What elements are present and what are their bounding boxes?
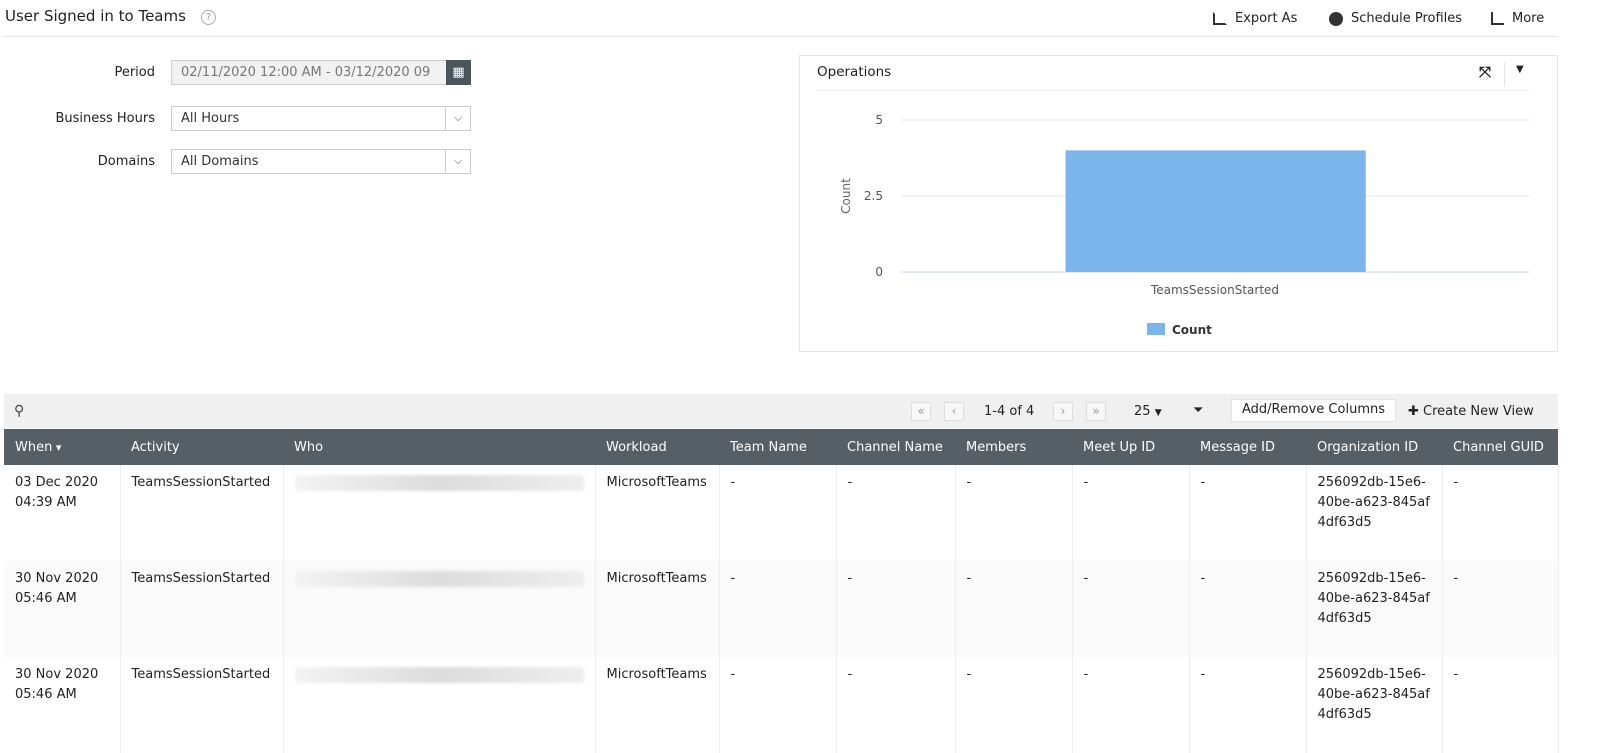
legend-swatch	[1147, 323, 1165, 335]
redacted-user	[294, 667, 584, 683]
cell-workload: MicrosoftTeams	[595, 657, 720, 753]
domains-label: Domains	[97, 154, 155, 169]
cell-guid: -	[1442, 561, 1559, 657]
column-header-meet-up-id[interactable]: Meet Up ID	[1072, 429, 1189, 465]
bar	[1065, 150, 1366, 272]
add-remove-columns-button[interactable]: Add/Remove Columns	[1231, 399, 1396, 422]
operations-chart-panel: Operations ⤧ ▼ 0 2.5 5 TeamsSessionStarted C…	[799, 55, 1558, 352]
y-tick-label: 2.5	[864, 189, 883, 203]
redacted-user	[294, 571, 584, 587]
caret-down-icon: ▼	[1154, 408, 1162, 418]
more-icon	[1491, 12, 1504, 25]
first-page-button[interactable]: «	[911, 402, 931, 421]
column-header-who[interactable]: Who	[283, 429, 595, 465]
cell-channel: -	[836, 561, 956, 657]
table-row[interactable]: 30 Nov 2020 05:46 AM TeamsSessionStarted M…	[4, 657, 1559, 753]
plus-icon: ✚	[1408, 404, 1419, 419]
period-label: Period	[114, 65, 155, 80]
cell-meetup: -	[1072, 657, 1190, 753]
cell-when: 03 Dec 2020 04:39 AM	[4, 465, 121, 561]
column-header-workload[interactable]: Workload	[595, 429, 719, 465]
cell-channel: -	[836, 657, 956, 753]
caret-down-icon[interactable]: ▼	[1516, 64, 1524, 75]
table-row[interactable]: 30 Nov 2020 05:46 AM TeamsSessionStarted M…	[4, 561, 1559, 657]
sort-desc-icon: ▾	[52, 440, 62, 454]
redacted-user	[294, 475, 584, 491]
page-size-select[interactable]: 25 ▼	[1134, 404, 1162, 419]
cell-activity: TeamsSessionStarted	[120, 465, 284, 561]
prev-page-button[interactable]: ‹	[944, 402, 964, 421]
column-header-members[interactable]: Members	[955, 429, 1072, 465]
cell-meetup: -	[1072, 561, 1190, 657]
cell-activity: TeamsSessionStarted	[120, 657, 284, 753]
expand-icon[interactable]: ⤧	[1479, 63, 1492, 81]
cell-who	[283, 657, 596, 753]
cell-message: -	[1189, 561, 1307, 657]
create-new-view-button[interactable]: ✚ Create New View	[1408, 404, 1534, 419]
page-title: User Signed in to Teams	[5, 7, 186, 25]
y-tick-label: 0	[875, 265, 883, 279]
business-hours-label: Business Hours	[55, 111, 155, 126]
cell-message: -	[1189, 465, 1307, 561]
table-row[interactable]: 03 Dec 2020 04:39 AM TeamsSessionStarted M…	[4, 465, 1559, 561]
search-icon[interactable]: ⚲	[14, 403, 25, 419]
legend-label: Count	[1172, 323, 1212, 337]
cell-channel: -	[836, 465, 956, 561]
help-icon[interactable]: ?	[201, 10, 216, 25]
x-tick-label: TeamsSessionStarted	[1150, 283, 1279, 297]
cell-team: -	[719, 657, 837, 753]
column-header-channel-name[interactable]: Channel Name	[836, 429, 955, 465]
chevron-down-icon: ⌵	[445, 107, 470, 130]
divider	[1504, 62, 1505, 86]
y-axis-label: Count	[839, 178, 853, 214]
cell-members: -	[955, 657, 1073, 753]
cell-org: 256092db-15e6-40be-a623-845af4df63d5	[1306, 465, 1443, 561]
page-info: 1-4 of 4	[984, 404, 1035, 419]
last-page-button[interactable]: »	[1086, 402, 1106, 421]
cell-guid: -	[1442, 465, 1559, 561]
cell-team: -	[719, 465, 837, 561]
more-button[interactable]: More	[1491, 11, 1544, 26]
cell-who	[283, 561, 596, 657]
next-page-button[interactable]: ›	[1053, 402, 1073, 421]
chart-title: Operations	[817, 64, 892, 80]
cell-workload: MicrosoftTeams	[595, 465, 720, 561]
cell-workload: MicrosoftTeams	[595, 561, 720, 657]
export-icon	[1213, 12, 1227, 25]
schedule-profiles-button[interactable]: Schedule Profiles	[1329, 11, 1462, 26]
calendar-icon[interactable]: ▦	[446, 60, 471, 85]
filter-icon[interactable]: ⏷	[1193, 403, 1204, 418]
cell-when: 30 Nov 2020 05:46 AM	[4, 657, 121, 753]
column-header-message-id[interactable]: Message ID	[1189, 429, 1306, 465]
cell-members: -	[955, 465, 1073, 561]
cell-activity: TeamsSessionStarted	[120, 561, 284, 657]
bar-chart: 0 2.5 5 TeamsSessionStarted Count Count	[839, 113, 1529, 337]
cell-guid: -	[1442, 657, 1559, 753]
column-header-team-name[interactable]: Team Name	[719, 429, 836, 465]
divider	[816, 90, 1529, 91]
cell-message: -	[1189, 657, 1307, 753]
cell-team: -	[719, 561, 837, 657]
period-input[interactable]: 02/11/2020 12:00 AM - 03/12/2020 09	[171, 60, 447, 85]
divider	[4, 36, 1558, 37]
column-header-activity[interactable]: Activity	[120, 429, 283, 465]
cell-org: 256092db-15e6-40be-a623-845af4df63d5	[1306, 561, 1443, 657]
cell-org: 256092db-15e6-40be-a623-845af4df63d5	[1306, 657, 1443, 753]
events-table: When ▾ Activity Who Workload Team Name Channe…	[4, 429, 1559, 753]
column-header-channel-guid[interactable]: Channel GUID	[1442, 429, 1558, 465]
cell-when: 30 Nov 2020 05:46 AM	[4, 561, 121, 657]
cell-members: -	[955, 561, 1073, 657]
cell-who	[283, 465, 596, 561]
alarm-clock-icon	[1329, 11, 1343, 26]
column-header-organization-id[interactable]: Organization ID	[1306, 429, 1442, 465]
domains-select[interactable]: All Domains ⌵	[171, 149, 471, 174]
cell-meetup: -	[1072, 465, 1190, 561]
chevron-down-icon: ⌵	[445, 150, 470, 173]
y-tick-label: 5	[875, 113, 883, 127]
business-hours-select[interactable]: All Hours ⌵	[171, 106, 471, 131]
column-header-when[interactable]: When ▾	[4, 429, 120, 465]
export-as-button[interactable]: Export As	[1213, 11, 1297, 26]
